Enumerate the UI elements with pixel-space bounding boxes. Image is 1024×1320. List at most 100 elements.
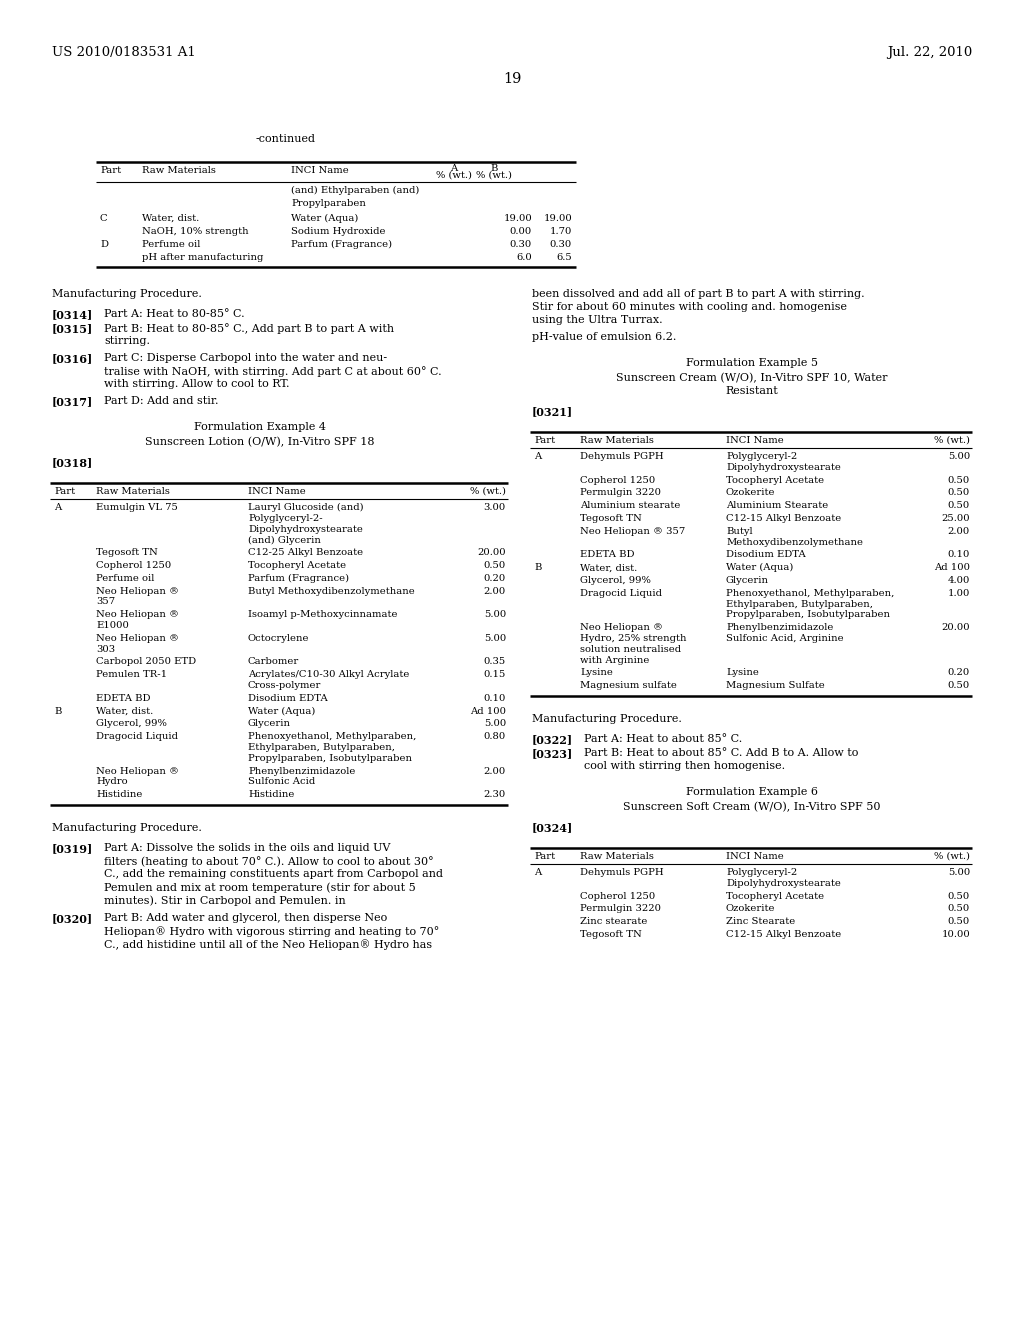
Text: 2.00: 2.00	[483, 586, 506, 595]
Text: Ethylparaben, Butylparaben,: Ethylparaben, Butylparaben,	[248, 743, 395, 752]
Text: % (wt.): % (wt.)	[436, 172, 472, 180]
Text: NaOH, 10% strength: NaOH, 10% strength	[142, 227, 249, 236]
Text: Octocrylene: Octocrylene	[248, 634, 309, 643]
Text: Isoamyl p-Methoxycinnamate: Isoamyl p-Methoxycinnamate	[248, 610, 397, 619]
Text: Magnesium Sulfate: Magnesium Sulfate	[726, 681, 824, 690]
Text: Water, dist.: Water, dist.	[96, 706, 154, 715]
Text: Part D: Add and stir.: Part D: Add and stir.	[104, 396, 218, 407]
Text: 0.00: 0.00	[510, 227, 532, 236]
Text: Polyglyceryl-2: Polyglyceryl-2	[726, 869, 798, 876]
Text: tralise with NaOH, with stirring. Add part C at about 60° C.: tralise with NaOH, with stirring. Add pa…	[104, 366, 441, 378]
Text: Cross-polymer: Cross-polymer	[248, 681, 322, 690]
Text: Sunscreen Soft Cream (W/O), In-Vitro SPF 50: Sunscreen Soft Cream (W/O), In-Vitro SPF…	[624, 803, 881, 812]
Text: Part A: Heat to 80-85° C.: Part A: Heat to 80-85° C.	[104, 309, 245, 319]
Text: Hydro, 25% strength: Hydro, 25% strength	[580, 634, 686, 643]
Text: 0.20: 0.20	[948, 668, 970, 677]
Text: [0317]: [0317]	[52, 396, 93, 407]
Text: minutes). Stir in Carbopol and Pemulen. in: minutes). Stir in Carbopol and Pemulen. …	[104, 895, 346, 906]
Text: Disodium EDTA: Disodium EDTA	[248, 694, 328, 702]
Text: 0.50: 0.50	[948, 502, 970, 511]
Text: Copherol 1250: Copherol 1250	[96, 561, 171, 570]
Text: Permulgin 3220: Permulgin 3220	[580, 488, 662, 498]
Text: Part B: Heat to 80-85° C., Add part B to part A with: Part B: Heat to 80-85° C., Add part B to…	[104, 323, 394, 334]
Text: Pemulen and mix at room temperature (stir for about 5: Pemulen and mix at room temperature (sti…	[104, 882, 416, 892]
Text: 5.00: 5.00	[948, 869, 970, 876]
Text: Sulfonic Acid, Arginine: Sulfonic Acid, Arginine	[726, 634, 844, 643]
Text: Raw Materials: Raw Materials	[580, 436, 654, 445]
Text: 0.50: 0.50	[948, 891, 970, 900]
Text: Part C: Disperse Carbopol into the water and neu-: Part C: Disperse Carbopol into the water…	[104, 352, 387, 363]
Text: Permulgin 3220: Permulgin 3220	[580, 904, 662, 913]
Text: Zinc Stearate: Zinc Stearate	[726, 917, 796, 927]
Text: -continued: -continued	[256, 135, 316, 144]
Text: 2.00: 2.00	[948, 527, 970, 536]
Text: pH-value of emulsion 6.2.: pH-value of emulsion 6.2.	[532, 333, 677, 342]
Text: EDETA BD: EDETA BD	[580, 550, 635, 560]
Text: Raw Materials: Raw Materials	[142, 166, 216, 176]
Text: C., add the remaining constituents apart from Carbopol and: C., add the remaining constituents apart…	[104, 869, 443, 879]
Text: Jul. 22, 2010: Jul. 22, 2010	[887, 46, 972, 59]
Text: Neo Heliopan ®: Neo Heliopan ®	[96, 634, 179, 643]
Text: Propylparaben, Isobutylparaben: Propylparaben, Isobutylparaben	[248, 754, 412, 763]
Text: [0314]: [0314]	[52, 309, 93, 319]
Text: 0.10: 0.10	[947, 550, 970, 560]
Text: Lysine: Lysine	[580, 668, 613, 677]
Text: [0323]: [0323]	[532, 748, 573, 759]
Text: Sulfonic Acid: Sulfonic Acid	[248, 777, 315, 787]
Text: pH after manufacturing: pH after manufacturing	[142, 253, 263, 261]
Text: Perfume oil: Perfume oil	[96, 574, 155, 583]
Text: Dehymuls PGPH: Dehymuls PGPH	[580, 869, 664, 876]
Text: Sunscreen Lotion (O/W), In-Vitro SPF 18: Sunscreen Lotion (O/W), In-Vitro SPF 18	[145, 437, 375, 447]
Text: cool with stirring then homogenise.: cool with stirring then homogenise.	[584, 762, 785, 771]
Text: Part B: Heat to about 85° C. Add B to A. Allow to: Part B: Heat to about 85° C. Add B to A.…	[584, 748, 858, 758]
Text: 1.00: 1.00	[947, 589, 970, 598]
Text: 6.0: 6.0	[516, 253, 532, 261]
Text: Dehymuls PGPH: Dehymuls PGPH	[580, 451, 664, 461]
Text: Acrylates/C10-30 Alkyl Acrylate: Acrylates/C10-30 Alkyl Acrylate	[248, 671, 410, 680]
Text: Propylparaben: Propylparaben	[291, 199, 366, 209]
Text: Glycerol, 99%: Glycerol, 99%	[580, 576, 651, 585]
Text: stirring.: stirring.	[104, 337, 150, 346]
Text: [0316]: [0316]	[52, 352, 93, 364]
Text: INCI Name: INCI Name	[248, 487, 306, 496]
Text: Tocopheryl Acetate: Tocopheryl Acetate	[248, 561, 346, 570]
Text: 0.20: 0.20	[483, 574, 506, 583]
Text: Water (Aqua): Water (Aqua)	[726, 564, 794, 573]
Text: 19.00: 19.00	[503, 214, 532, 223]
Text: Raw Materials: Raw Materials	[580, 851, 654, 861]
Text: Formulation Example 5: Formulation Example 5	[686, 358, 818, 368]
Text: Manufacturing Procedure.: Manufacturing Procedure.	[52, 289, 202, 300]
Text: 0.50: 0.50	[948, 681, 970, 690]
Text: Neo Heliopan ®: Neo Heliopan ®	[96, 586, 179, 595]
Text: Polyglyceryl-2: Polyglyceryl-2	[726, 451, 798, 461]
Text: US 2010/0183531 A1: US 2010/0183531 A1	[52, 46, 196, 59]
Text: Sodium Hydroxide: Sodium Hydroxide	[291, 227, 385, 236]
Text: EDETA BD: EDETA BD	[96, 694, 151, 702]
Text: 19.00: 19.00	[544, 214, 572, 223]
Text: 19: 19	[503, 73, 521, 86]
Text: 5.00: 5.00	[483, 634, 506, 643]
Text: 3.00: 3.00	[483, 503, 506, 512]
Text: Aluminium stearate: Aluminium stearate	[580, 502, 680, 511]
Text: 10.00: 10.00	[941, 931, 970, 939]
Text: with stirring. Allow to cool to RT.: with stirring. Allow to cool to RT.	[104, 379, 290, 389]
Text: Ad 100: Ad 100	[470, 706, 506, 715]
Text: Part A: Dissolve the solids in the oils and liquid UV: Part A: Dissolve the solids in the oils …	[104, 843, 390, 853]
Text: Phenylbenzimidazole: Phenylbenzimidazole	[248, 767, 355, 776]
Text: Ethylparaben, Butylparaben,: Ethylparaben, Butylparaben,	[726, 599, 873, 609]
Text: Manufacturing Procedure.: Manufacturing Procedure.	[532, 714, 682, 723]
Text: C12-15 Alkyl Benzoate: C12-15 Alkyl Benzoate	[726, 513, 842, 523]
Text: A: A	[54, 503, 61, 512]
Text: Histidine: Histidine	[96, 791, 142, 799]
Text: Glycerin: Glycerin	[248, 719, 291, 729]
Text: % (wt.): % (wt.)	[934, 851, 970, 861]
Text: Copherol 1250: Copherol 1250	[580, 475, 655, 484]
Text: 5.00: 5.00	[483, 719, 506, 729]
Text: INCI Name: INCI Name	[726, 851, 783, 861]
Text: Stir for about 60 minutes with cooling and. homogenise: Stir for about 60 minutes with cooling a…	[532, 302, 847, 312]
Text: Tegosoft TN: Tegosoft TN	[96, 548, 158, 557]
Text: Tocopheryl Acetate: Tocopheryl Acetate	[726, 475, 824, 484]
Text: 25.00: 25.00	[941, 513, 970, 523]
Text: E1000: E1000	[96, 620, 129, 630]
Text: 0.50: 0.50	[948, 917, 970, 927]
